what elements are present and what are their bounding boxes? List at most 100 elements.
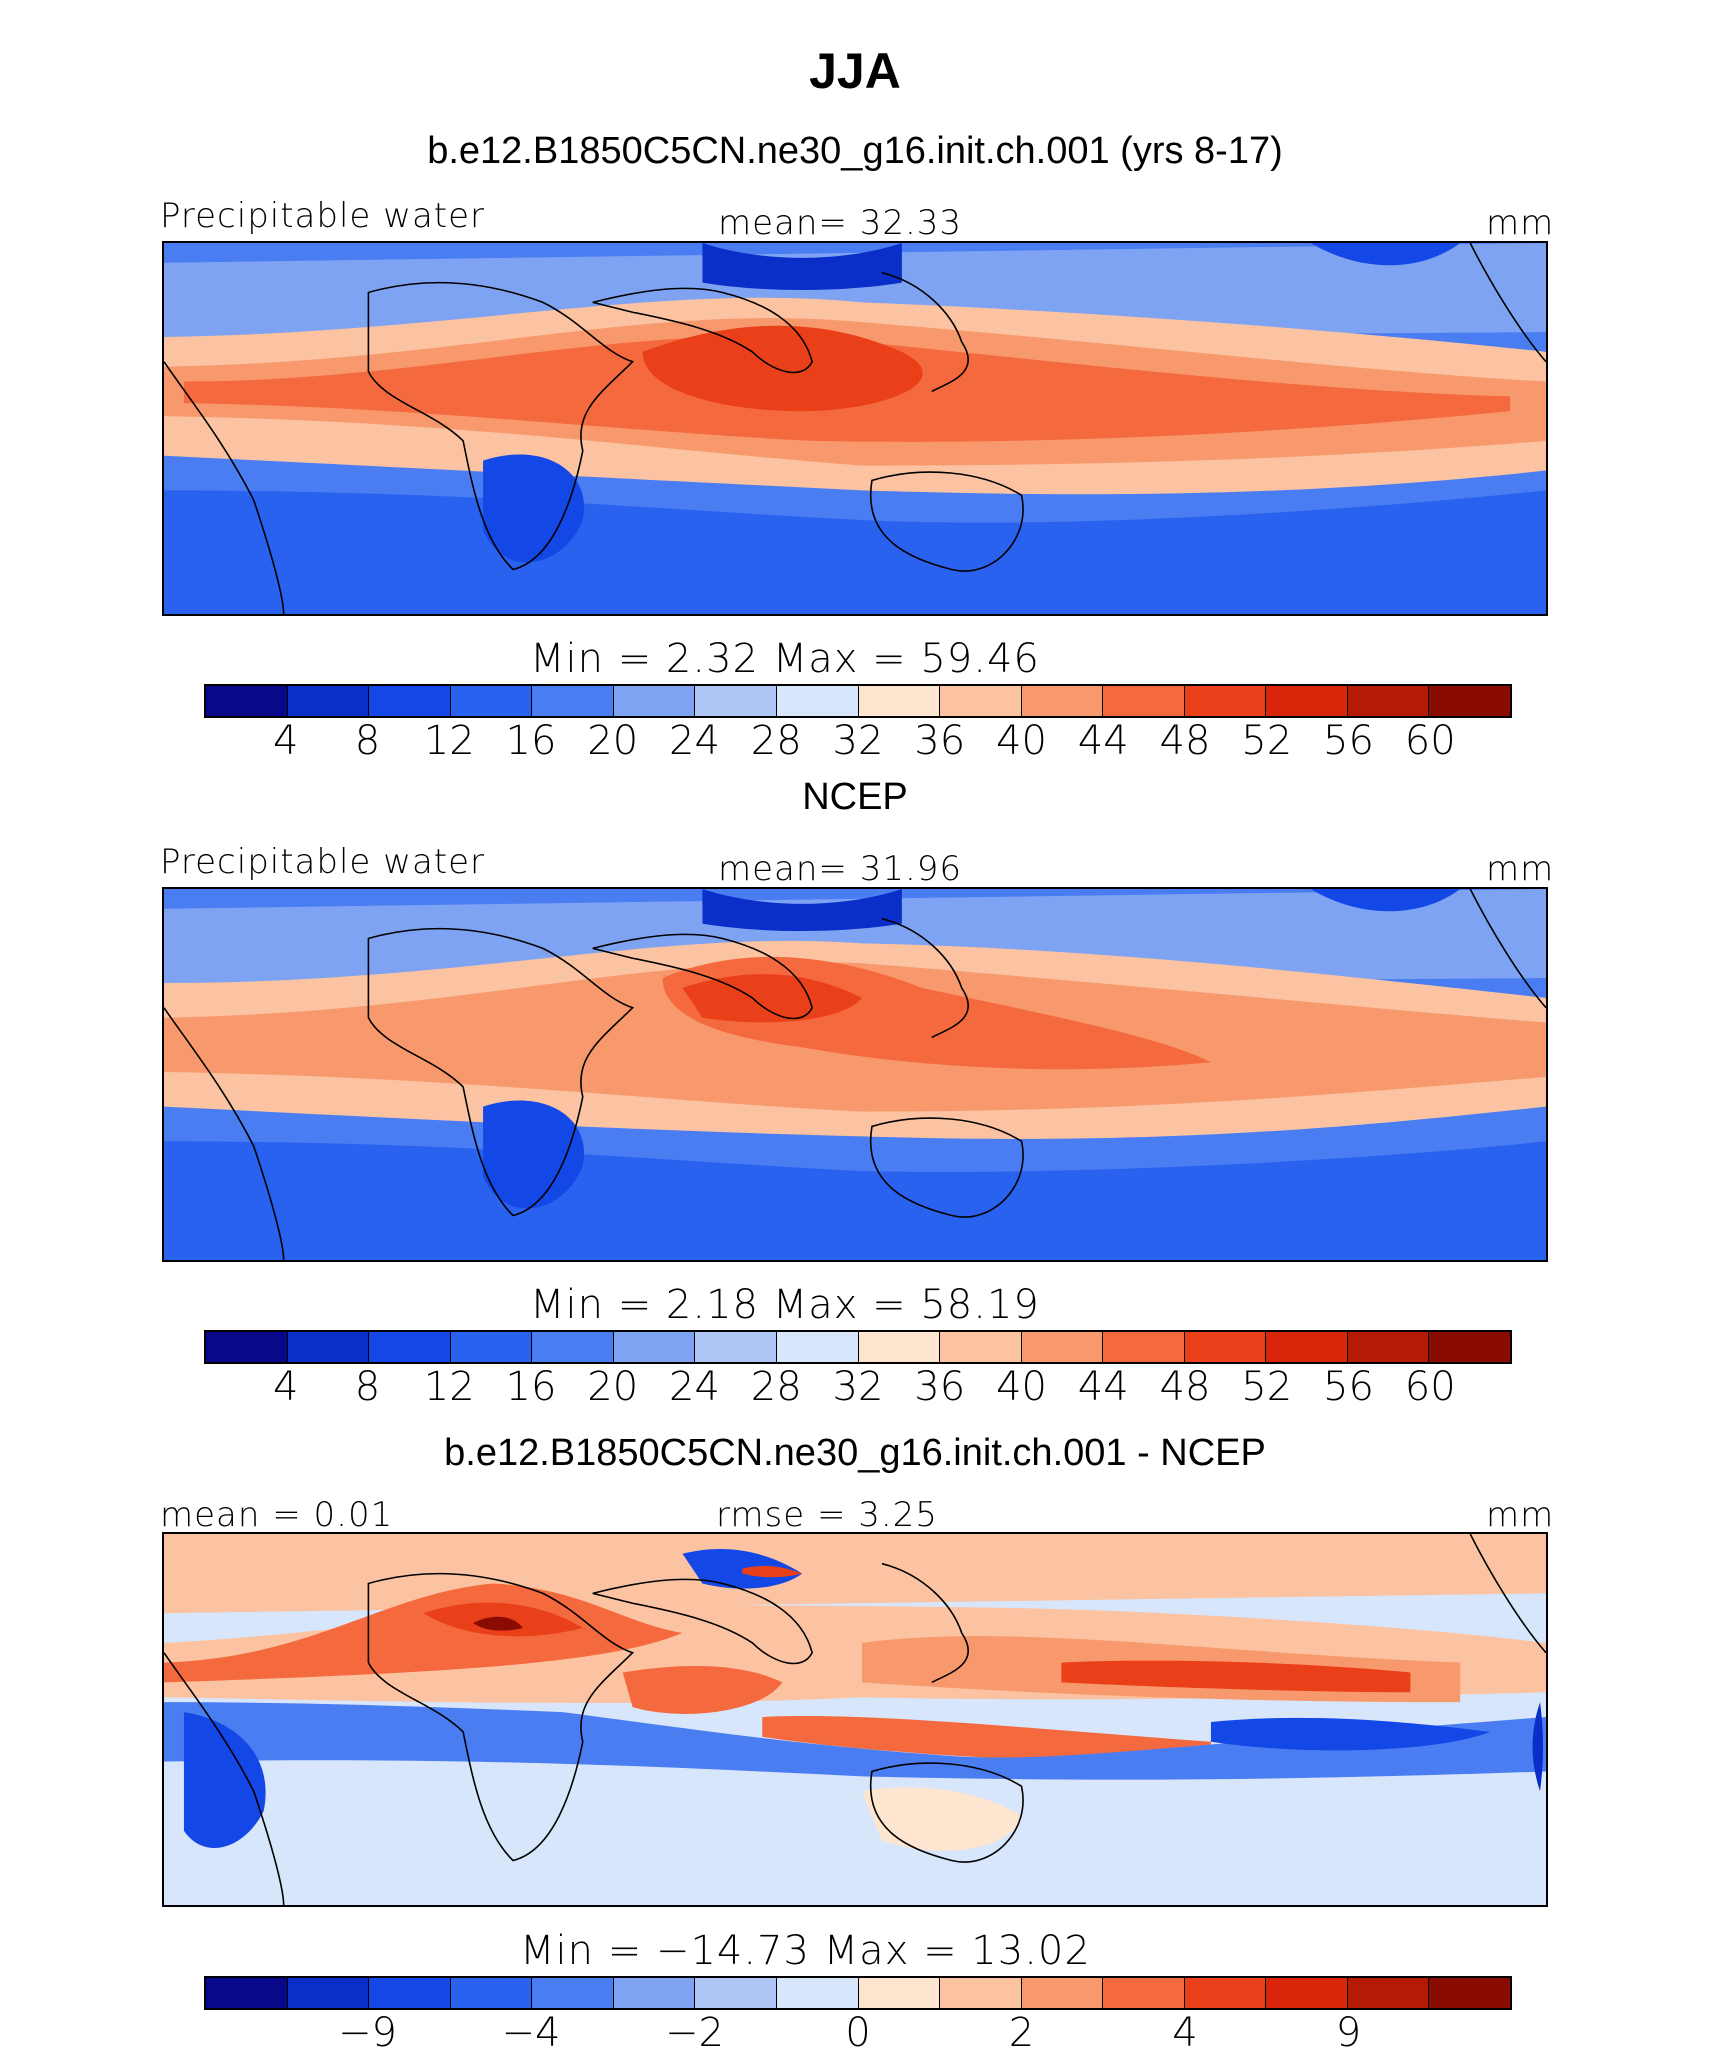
panel-3-rmse-label: rmse = 3.25	[716, 1495, 938, 1535]
colorbar-tick-label: 48	[1159, 1364, 1211, 1410]
colorbar-swatch	[450, 1332, 533, 1362]
panel-2-minmax: Min = 2.18 Max = 58.19	[530, 1282, 1040, 1328]
colorbar-tick-label: −4	[501, 2010, 561, 2056]
colorbar-swatch	[695, 1978, 777, 2008]
colorbar-swatch	[1429, 686, 1510, 716]
colorbar-swatch	[1021, 686, 1104, 716]
colorbar-tick-label: 28	[750, 1364, 802, 1410]
colorbar-swatch	[776, 1332, 859, 1362]
colorbar-swatch	[1021, 1332, 1104, 1362]
colorbar-swatch	[1266, 1978, 1348, 2008]
colorbar-tick-label: 8	[354, 1364, 381, 1410]
colorbar-tick-label: 4	[273, 1364, 299, 1410]
colorbar-swatch	[1103, 686, 1185, 716]
colorbar-tick-label: 56	[1323, 1364, 1374, 1410]
colorbar-tick-label: 56	[1323, 718, 1374, 764]
colorbar-swatch	[206, 1978, 288, 2008]
colorbar-tick-label: 44	[1077, 1364, 1129, 1410]
colorbar-swatch	[450, 686, 533, 716]
colorbar-swatch	[369, 1978, 451, 2008]
panel-1-mean-label: mean= 32.33	[718, 203, 963, 243]
colorbar-swatch	[858, 1978, 941, 2008]
colorbar-tick-label: −2	[665, 2010, 724, 2056]
panel-1-title: b.e12.B1850C5CN.ne30_g16.init.ch.001 (yr…	[427, 130, 1283, 172]
colorbar-tick-label: 16	[505, 1364, 557, 1410]
panel-3-map	[162, 1532, 1548, 1907]
colorbar-swatch	[1184, 686, 1267, 716]
colorbar-swatch	[1347, 1332, 1430, 1362]
colorbar-swatch	[450, 1978, 533, 2008]
colorbar-swatch	[1429, 1332, 1510, 1362]
colorbar-tick-label: 16	[505, 718, 557, 764]
colorbar-tick-label: 32	[832, 1364, 884, 1410]
colorbar-tick-label: 2	[1008, 2010, 1035, 2056]
panel-3-mean-label: mean = 0.01	[160, 1495, 394, 1535]
colorbar-tick-label: 28	[750, 718, 802, 764]
panel-2-colorbar	[204, 1330, 1512, 1364]
colorbar-swatch	[1103, 1978, 1185, 2008]
panel-3-colorbar	[204, 1976, 1512, 2010]
colorbar-swatch	[940, 686, 1022, 716]
colorbar-tick-label: 32	[832, 718, 884, 764]
colorbar-swatch	[940, 1332, 1022, 1362]
colorbar-tick-label: 48	[1159, 718, 1211, 764]
colorbar-swatch	[613, 686, 696, 716]
panel-2-colorbar-ticks: 4 8 12 16 20 24 28 32 36 40 44 48 52 56 60	[204, 1364, 1512, 1414]
colorbar-swatch	[1266, 686, 1348, 716]
panel-3-colorbar-ticks: −9 −4 −2 0 2 4 9	[204, 2010, 1512, 2060]
colorbar-tick-label: 4	[1172, 2010, 1198, 2056]
panel-2-units-label: mm	[1486, 849, 1555, 889]
panel-1-map	[162, 241, 1548, 616]
colorbar-swatch	[532, 686, 614, 716]
colorbar-tick-label: 24	[669, 1364, 720, 1410]
colorbar-tick-label: 24	[669, 718, 720, 764]
colorbar-tick-label: 9	[1335, 2010, 1362, 2056]
colorbar-tick-label: 12	[423, 718, 475, 764]
colorbar-tick-label: 20	[587, 1364, 639, 1410]
colorbar-swatch	[1103, 1332, 1185, 1362]
colorbar-tick-label: 12	[423, 1364, 475, 1410]
colorbar-tick-label: 60	[1404, 1364, 1456, 1410]
colorbar-swatch	[206, 1332, 288, 1362]
colorbar-swatch	[1429, 1978, 1510, 2008]
panel-3-units-label: mm	[1486, 1495, 1555, 1535]
panel-2-contour-field	[164, 889, 1546, 1260]
colorbar-tick-label: 40	[996, 1364, 1047, 1410]
colorbar-swatch	[613, 1332, 696, 1362]
colorbar-swatch	[1347, 686, 1430, 716]
figure-title: JJA	[809, 43, 901, 99]
colorbar-swatch	[858, 686, 941, 716]
colorbar-swatch	[1347, 1978, 1430, 2008]
colorbar-swatch	[1021, 1978, 1104, 2008]
colorbar-tick-label: 8	[354, 718, 381, 764]
colorbar-swatch	[858, 1332, 941, 1362]
colorbar-tick-label: 52	[1241, 718, 1293, 764]
panel-3-minmax: Min = −14.73 Max = 13.02	[520, 1928, 1091, 1974]
panel-2-title: NCEP	[802, 776, 908, 818]
colorbar-swatch	[776, 1978, 859, 2008]
colorbar-swatch	[695, 1332, 777, 1362]
colorbar-tick-label: 36	[914, 718, 966, 764]
colorbar-tick-label: 20	[587, 718, 639, 764]
panel-2-variable-label: Precipitable water	[160, 842, 486, 882]
colorbar-swatch	[1266, 1332, 1348, 1362]
colorbar-swatch	[369, 686, 451, 716]
panel-1-contour-field	[164, 243, 1546, 614]
colorbar-tick-label: 52	[1241, 1364, 1293, 1410]
panel-1-variable-label: Precipitable water	[160, 196, 486, 236]
colorbar-swatch	[532, 1332, 614, 1362]
panel-3-contour-field	[164, 1534, 1546, 1905]
panel-1-colorbar	[204, 684, 1512, 718]
colorbar-swatch	[369, 1332, 451, 1362]
panel-3-title: b.e12.B1850C5CN.ne30_g16.init.ch.001 - N…	[444, 1432, 1266, 1474]
colorbar-swatch	[1184, 1332, 1267, 1362]
colorbar-swatch	[695, 686, 777, 716]
colorbar-tick-label: 44	[1077, 718, 1129, 764]
colorbar-tick-label: 0	[845, 2010, 871, 2056]
colorbar-tick-label: −9	[338, 2010, 397, 2056]
colorbar-swatch	[287, 686, 370, 716]
colorbar-swatch	[287, 1978, 370, 2008]
colorbar-tick-label: 36	[914, 1364, 966, 1410]
colorbar-swatch	[287, 1332, 370, 1362]
panel-2-map	[162, 887, 1548, 1262]
